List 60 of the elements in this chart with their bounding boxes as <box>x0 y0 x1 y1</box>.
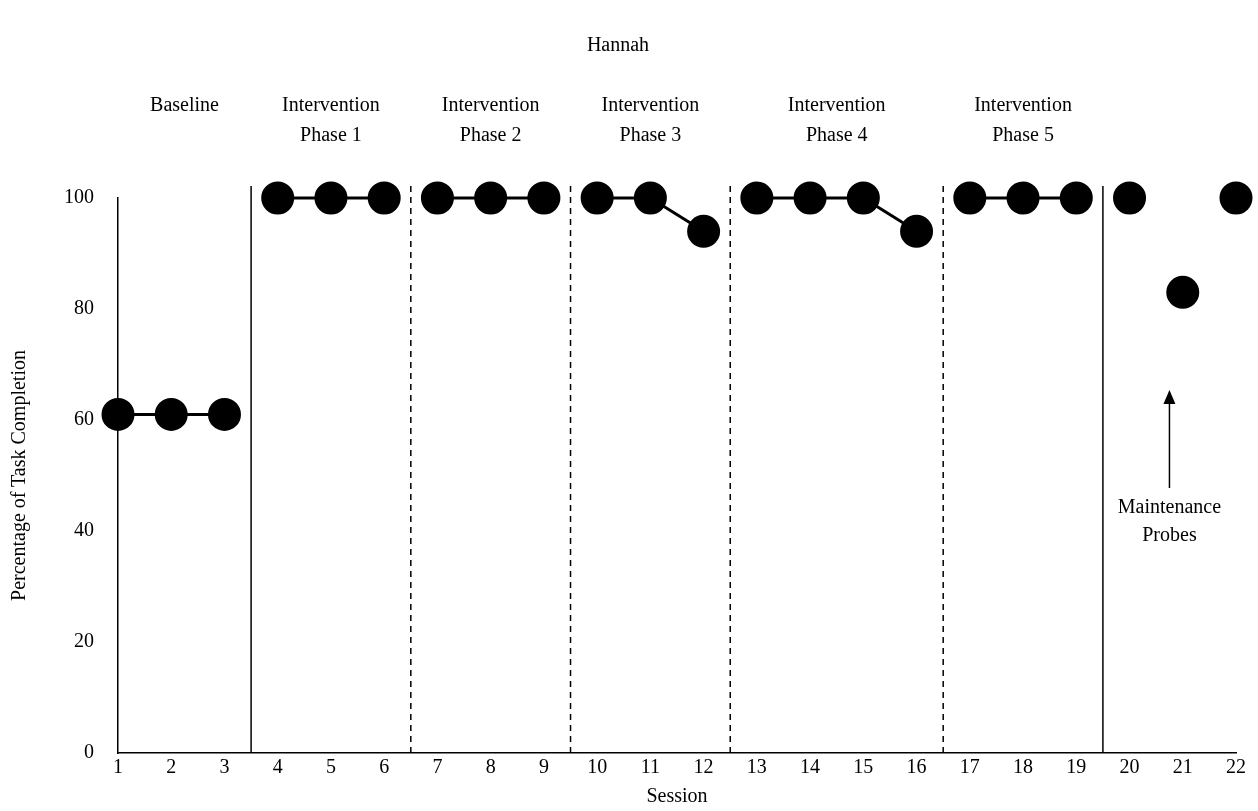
point <box>367 181 401 215</box>
point <box>1219 181 1253 215</box>
point <box>687 214 721 248</box>
point <box>846 181 880 215</box>
x-axis-title: Session <box>646 784 708 807</box>
text: Intervention Phase 3 <box>601 93 700 146</box>
y-tick-label: 20 <box>74 629 94 652</box>
point <box>207 397 241 431</box>
x-tick-label: 4 <box>272 755 283 778</box>
x-tick-label: 3 <box>219 755 230 778</box>
text: Intervention Phase 2 <box>441 93 540 146</box>
x-tick-label: 11 <box>640 755 661 778</box>
text: Intervention Phase 1 <box>282 93 380 146</box>
x-tick-label: 8 <box>485 755 496 778</box>
x-tick-label: 13 <box>746 755 767 778</box>
x-tick-label: 2 <box>166 755 177 778</box>
x-tick-label: 5 <box>325 755 336 778</box>
y-tick-label: 40 <box>74 518 94 541</box>
x-tick-label: 9 <box>538 755 549 778</box>
x-tick-label: 19 <box>1066 755 1087 778</box>
x-tick-label: 14 <box>800 755 821 778</box>
point <box>527 181 561 215</box>
point <box>101 397 135 431</box>
point <box>633 181 667 215</box>
point <box>1059 181 1093 215</box>
x-tick-label: 17 <box>959 755 980 778</box>
x-tick-label: 15 <box>853 755 874 778</box>
y-tick-label: 0 <box>84 740 94 763</box>
x-tick-label: 7 <box>432 755 443 778</box>
chart-title: Hannah <box>586 33 650 56</box>
point <box>1166 275 1200 309</box>
point <box>154 397 188 431</box>
y-axis-title: Percentage of Task Completion <box>7 350 31 601</box>
text: Baseline <box>150 93 220 116</box>
point <box>1113 181 1147 215</box>
point <box>1006 181 1040 215</box>
point <box>314 181 348 215</box>
text: Intervention Phase 4 <box>787 93 886 146</box>
point <box>953 181 987 215</box>
x-tick-label: 22 <box>1226 755 1246 778</box>
y-tick-label: 60 <box>74 407 94 430</box>
x-tick-label: 10 <box>587 755 608 778</box>
point <box>474 181 508 215</box>
x-tick-label: 18 <box>1013 755 1034 778</box>
x-tick-label: 20 <box>1119 755 1140 778</box>
x-tick-label: 1 <box>113 755 123 778</box>
point <box>793 181 827 215</box>
y-tick-label: 100 <box>64 185 94 208</box>
y-tick-label: 80 <box>74 296 94 319</box>
point <box>420 181 454 215</box>
x-tick-label: 21 <box>1172 755 1193 778</box>
annotation: Maintenance Probes <box>1117 495 1222 546</box>
x-tick-label: 16 <box>906 755 927 778</box>
x-tick-label: 12 <box>693 755 714 778</box>
point <box>580 181 614 215</box>
x-tick-label: 6 <box>379 755 390 778</box>
point <box>740 181 774 215</box>
point <box>900 214 934 248</box>
point <box>261 181 295 215</box>
text: Intervention Phase 5 <box>974 93 1072 146</box>
